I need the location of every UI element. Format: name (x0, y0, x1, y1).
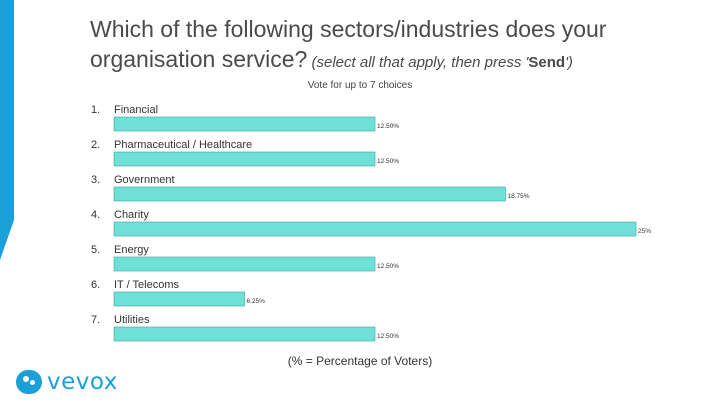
value-label: 12.50% (377, 158, 399, 165)
value-label: 12.50% (377, 263, 399, 270)
item-number: 6. (91, 279, 100, 291)
category-label: Utilities (114, 314, 150, 326)
bar (113, 291, 245, 307)
send-word: Send (528, 54, 566, 71)
item-number: 1. (91, 104, 100, 116)
vevox-wordmark: vevox (47, 369, 118, 395)
title-main: Which of the following sectors/industrie… (90, 16, 607, 72)
bar (113, 151, 376, 167)
vote-limit-note: Vote for up to 7 choices (307, 80, 413, 91)
item-number: 4. (91, 209, 100, 221)
category-label: Energy (114, 244, 149, 256)
item-number: 3. (91, 174, 100, 186)
question-title: Which of the following sectors/industrie… (90, 14, 700, 78)
category-label: Government (114, 174, 175, 186)
item-number: 7. (91, 314, 100, 326)
category-label: IT / Telecoms (114, 279, 180, 291)
category-label: Financial (114, 104, 158, 116)
value-label: 12.50% (377, 333, 399, 340)
vevox-logo: vevox (16, 369, 118, 395)
bar (113, 326, 376, 342)
percentage-footnote: (% = Percentage of Voters) (287, 354, 433, 368)
bar (113, 256, 376, 272)
value-label: 25% (638, 228, 651, 235)
value-label: 18.75% (508, 193, 530, 200)
bar (113, 186, 506, 202)
accent-strip (0, 0, 14, 260)
item-number: 5. (91, 244, 100, 256)
category-label: Charity (114, 209, 149, 221)
title-hint: (select all that apply, then press 'Send… (307, 54, 573, 71)
vevox-logo-icon (16, 370, 42, 394)
value-label: 6.25% (247, 298, 266, 305)
item-number: 2. (91, 139, 100, 151)
category-label: Pharmaceutical / Healthcare (114, 139, 252, 151)
value-label: 12.50% (377, 123, 399, 130)
bar (113, 221, 637, 237)
bar (113, 116, 376, 132)
